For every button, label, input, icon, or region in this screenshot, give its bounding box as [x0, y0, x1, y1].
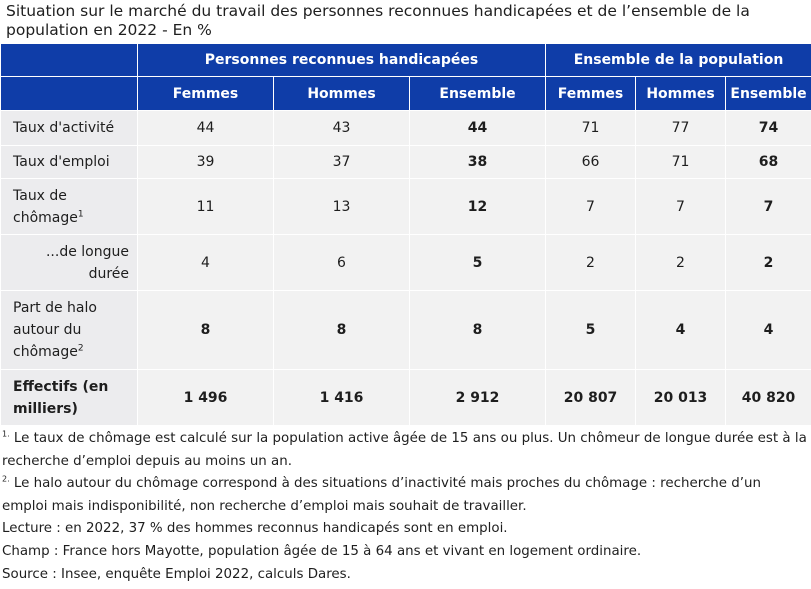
table-notes: 1. Le taux de chômage est calculé sur la… — [2, 428, 808, 586]
footnote-1: 1. Le taux de chômage est calculé sur la… — [2, 429, 807, 469]
table-cell: 44 — [137, 110, 274, 146]
row-label: ...de longue durée — [0, 234, 138, 291]
table-row: ...de longue durée 4 6 5 2 2 2 — [0, 234, 811, 291]
table-cell: 2 912 — [408, 369, 547, 426]
group-header-handicapped: Personnes reconnues handicapées — [136, 43, 547, 77]
table-row: Part de halo autour du chômage2 8 8 8 5 … — [0, 290, 811, 370]
row-label: Effectifs (en milliers) — [0, 369, 138, 426]
table-cell: 38 — [408, 145, 547, 179]
table-cell: 4 — [725, 290, 811, 370]
table-cell: 74 — [725, 110, 811, 146]
col-header: Hommes — [273, 76, 410, 111]
table-cell: 8 — [137, 290, 274, 370]
row-label: Taux de chômage1 — [0, 178, 138, 235]
table-cell: 40 820 — [725, 369, 811, 426]
table-cell: 44 — [408, 110, 547, 146]
table-cell: 4 — [137, 234, 274, 291]
table-row: Effectifs (en milliers) 1 496 1 416 2 91… — [0, 369, 811, 426]
scope-note: Champ : France hors Mayotte, population … — [2, 543, 642, 559]
table-cell: 1 416 — [273, 369, 410, 426]
source-note: Source : Insee, enquête Emploi 2022, cal… — [2, 566, 351, 582]
header-blank — [0, 43, 138, 77]
table-cell: 20 807 — [545, 369, 637, 426]
footnote-2: 2. Le halo autour du chômage correspond … — [2, 474, 761, 514]
table-cell: 2 — [725, 234, 811, 291]
table-cell: 2 — [635, 234, 727, 291]
row-label: Part de halo autour du chômage2 — [0, 290, 138, 370]
col-header: Hommes — [635, 76, 727, 111]
col-header: Ensemble — [408, 76, 547, 111]
table-cell: 77 — [635, 110, 727, 146]
table-cell: 2 — [545, 234, 637, 291]
col-header: Femmes — [137, 76, 274, 111]
table-cell: 11 — [137, 178, 274, 235]
table-cell: 66 — [545, 145, 637, 179]
table-cell: 71 — [635, 145, 727, 179]
table-cell: 37 — [273, 145, 410, 179]
table-cell: 12 — [408, 178, 547, 235]
table-cell: 7 — [725, 178, 811, 235]
table-cell: 4 — [635, 290, 727, 370]
table-cell: 7 — [635, 178, 727, 235]
table-cell: 6 — [273, 234, 410, 291]
table-cell: 1 496 — [137, 369, 274, 426]
table-row: Taux d'activité 44 43 44 71 77 74 — [0, 110, 811, 146]
table-title: Situation sur le marché du travail des p… — [6, 2, 750, 39]
table-cell: 13 — [273, 178, 410, 235]
table-cell: 71 — [545, 110, 637, 146]
table-cell: 68 — [725, 145, 811, 179]
table-cell: 39 — [137, 145, 274, 179]
table-cell: 20 013 — [635, 369, 727, 426]
table-cell: 5 — [408, 234, 547, 291]
col-header: Ensemble — [725, 76, 811, 111]
table-row: Taux d'emploi 39 37 38 66 71 68 — [0, 145, 811, 179]
header-blank — [0, 76, 138, 111]
reading-note: Lecture : en 2022, 37 % des hommes recon… — [2, 521, 508, 537]
table-cell: 43 — [273, 110, 410, 146]
labor-market-table: Personnes reconnues handicapées Ensemble… — [0, 43, 811, 426]
table-row: Taux de chômage1 11 13 12 7 7 7 — [0, 178, 811, 235]
table-cell: 8 — [273, 290, 410, 370]
table-cell: 8 — [408, 290, 547, 370]
col-header: Femmes — [545, 76, 637, 111]
table-cell: 5 — [545, 290, 637, 370]
row-label: Taux d'emploi — [0, 145, 138, 179]
row-label: Taux d'activité — [0, 110, 138, 146]
table-cell: 7 — [545, 178, 637, 235]
group-header-population: Ensemble de la population — [545, 43, 811, 77]
